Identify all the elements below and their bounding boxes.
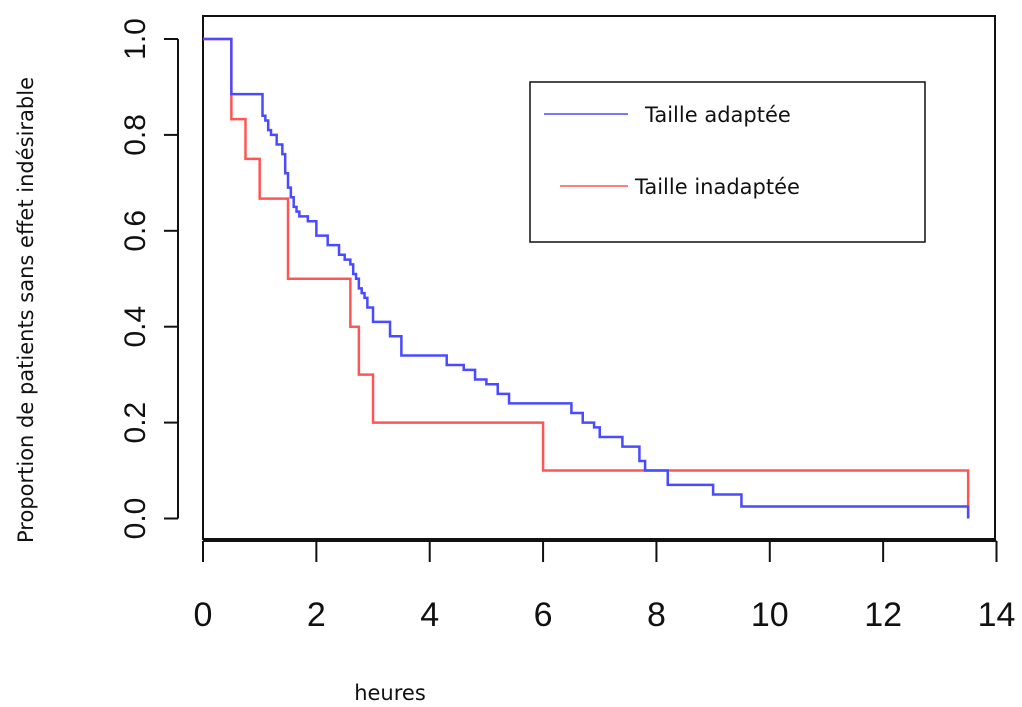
x-tick-label: 0 (194, 596, 213, 634)
x-tick-label: 10 (751, 596, 789, 634)
x-tick-label: 12 (864, 596, 902, 634)
legend-label-inadaptee: Taille inadaptée (634, 175, 800, 199)
x-axis-title: heures (354, 681, 426, 705)
x-tick-label: 6 (534, 596, 553, 634)
x-tick-label: 4 (420, 596, 439, 634)
legend-box (529, 81, 926, 243)
legend: Taille adaptée Taille inadaptée (529, 81, 926, 243)
series-taille-inadaptee (203, 37, 970, 519)
series-taille-adaptee (203, 37, 970, 519)
y-tick-label: 0.2 (119, 402, 152, 444)
plot-box (202, 15, 996, 540)
x-tick-label: 14 (978, 596, 1016, 634)
y-axis-title: Proportion de patients sans effet indési… (14, 77, 38, 543)
legend-label-adaptee: Taille adaptée (644, 103, 791, 127)
y-tick-label: 1.0 (119, 18, 152, 60)
y-tick-label: 0.8 (119, 114, 152, 156)
y-tick-label: 0.0 (119, 498, 152, 540)
y-tick-label: 0.6 (119, 210, 152, 252)
x-tick-label: 2 (307, 596, 326, 634)
y-axis: 0.0 0.2 0.4 0.6 0.8 1.0 (119, 18, 179, 540)
y-tick-label: 0.4 (119, 306, 152, 348)
x-tick-label: 8 (647, 596, 666, 634)
series-layer (203, 37, 970, 519)
x-axis: 0 2 4 6 8 10 12 14 (194, 540, 1016, 634)
